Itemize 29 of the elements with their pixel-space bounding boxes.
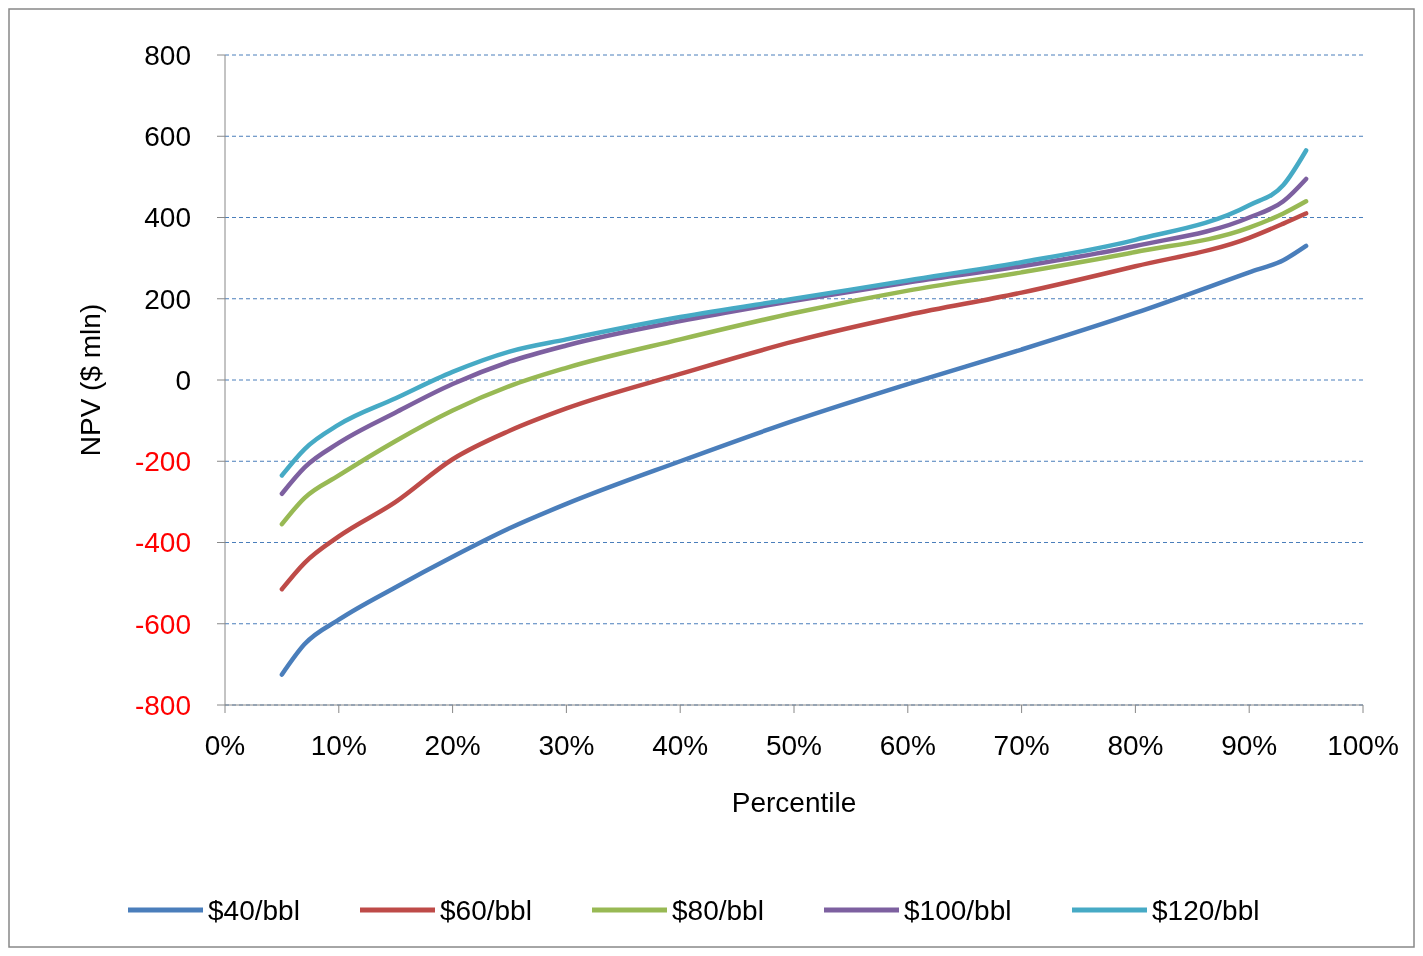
legend-label: $40/bbl [208, 894, 300, 926]
y-tick-label: -200 [134, 446, 191, 478]
y-tick-label: 800 [144, 39, 191, 71]
y-tick-label: -600 [134, 608, 191, 640]
legend-label: $60/bbl [440, 894, 532, 926]
legend-label: $80/bbl [672, 894, 764, 926]
x-tick-label: 20% [424, 730, 481, 761]
x-tick-label: 70% [993, 730, 1050, 761]
x-tick-label: 10% [310, 730, 367, 761]
x-tick-label: 50% [765, 730, 823, 761]
x-tick-label: 100% [1327, 730, 1399, 761]
y-tick-label: 600 [144, 121, 191, 153]
x-tick-label: 30% [538, 730, 595, 761]
x-tick-label: 80% [1107, 730, 1164, 761]
y-tick-label: 0 [175, 364, 191, 396]
x-tick-label: 90% [1221, 730, 1278, 761]
legend-label: $100/bbl [904, 894, 1012, 926]
x-tick-label: 40% [652, 730, 709, 761]
y-axis-title: NPV ($ mln) [75, 303, 106, 457]
y-tick-label: -400 [134, 527, 191, 559]
legend-label: $120/bbl [1152, 894, 1260, 926]
line-series [279, 211, 1309, 592]
y-tick-label: 200 [144, 283, 191, 315]
y-tick-label: -800 [134, 689, 191, 721]
y-tick-label: 400 [144, 202, 191, 234]
x-tick-label: 0% [204, 730, 246, 761]
x-axis-title: Percentile [731, 787, 857, 818]
line-series [279, 199, 1309, 527]
x-tick-label: 60% [879, 730, 936, 761]
